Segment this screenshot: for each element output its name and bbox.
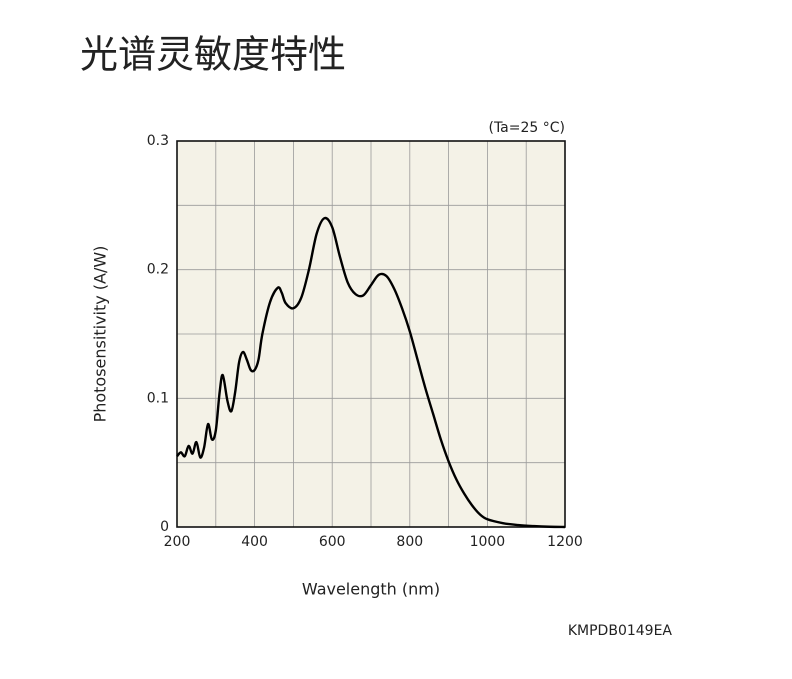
x-tick-label: 400	[241, 534, 268, 550]
x-tick-label: 1000	[470, 534, 506, 550]
x-tick-label: 1200	[547, 534, 583, 550]
x-tick-label: 600	[319, 534, 346, 550]
x-tick-label: 200	[164, 534, 191, 550]
data-line	[176, 216, 566, 529]
x-axis-label: Wavelength (nm)	[302, 580, 440, 599]
chart-title: 光谱灵敏度特性	[80, 33, 346, 77]
plot-frame	[176, 140, 566, 528]
y-tick-label: 0.1	[147, 390, 169, 406]
y-tick-label: 0.2	[147, 262, 169, 278]
y-tick-label: 0.3	[147, 133, 169, 149]
figure-code: KMPDB0149EA	[568, 623, 673, 639]
x-tick-label: 800	[396, 534, 423, 550]
y-axis-label: Photosensitivity (A/W)	[91, 246, 110, 423]
y-tick-label: 0	[160, 519, 169, 535]
annotation: (Ta=25 °C)	[488, 120, 565, 136]
